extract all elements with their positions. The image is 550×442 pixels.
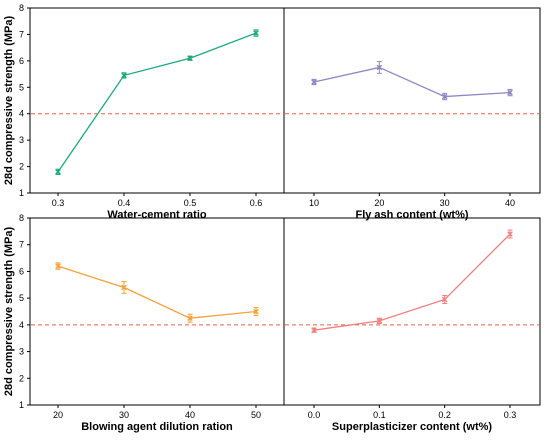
y-tick-label: 5 — [19, 293, 24, 303]
y-axis-title-row-2: 28d compressive strength (MPa) — [3, 227, 15, 397]
x-tick-label: 0.3 — [52, 198, 65, 208]
y-tick-label: 7 — [19, 240, 24, 250]
x-tick-label: 0.2 — [438, 410, 451, 420]
y-tick-label: 2 — [19, 373, 24, 383]
y-tick-label: 3 — [19, 135, 24, 145]
x-axis-title-top-left: Water-cement ratio — [107, 209, 207, 221]
panel-top-left: 1 2 3 4 5 6 7 8 0.3 0.4 0.5 0.6 Water-cement ratio — [19, 3, 283, 221]
x-tick-label: 50 — [251, 410, 261, 420]
y-tick-label: 5 — [19, 82, 24, 92]
x-tick-label: 0.1 — [373, 410, 386, 420]
data-point — [507, 231, 513, 237]
data-point — [376, 318, 383, 324]
y-tick-label: 8 — [19, 3, 24, 13]
panel-bottom-right: 0.0 0.1 0.2 0.3 Superplasticizer content (wt… — [285, 229, 539, 433]
x-tick-label: 40 — [185, 410, 195, 420]
x-tick-label: 20 — [374, 198, 384, 208]
x-axis-title-top-right: Fly ash content (wt%) — [355, 209, 468, 221]
y-tick-label: 6 — [19, 266, 24, 276]
data-point — [121, 284, 127, 291]
x-tick-label: 10 — [309, 198, 319, 208]
y-tick-label: 2 — [19, 162, 24, 172]
x-tick-label: 0.3 — [504, 410, 517, 420]
x-axis-title-bottom-left: Blowing agent dilution ration — [81, 421, 233, 433]
x-tick-label: 0.4 — [118, 198, 131, 208]
y-axis-title-row-1: 28d compressive strength (MPa) — [3, 16, 15, 186]
panel-bottom-left: 1 2 3 4 5 6 7 8 20 30 40 50 Blowing agent dilution r… — [19, 213, 283, 433]
series-line — [57, 265, 257, 319]
y-tick-label: 4 — [19, 109, 24, 119]
data-point — [187, 55, 193, 62]
series-line — [313, 66, 511, 98]
series-line — [313, 233, 511, 331]
x-tick-label: 0.6 — [250, 198, 263, 208]
data-point — [253, 308, 259, 315]
series-line — [57, 32, 257, 173]
x-axis-title-bottom-right: Superplasticizer content (wt%) — [332, 421, 492, 433]
x-tick-label: 0.5 — [184, 198, 197, 208]
x-tick-label: 30 — [440, 198, 450, 208]
y-tick-label: 4 — [19, 320, 24, 330]
data-point — [253, 30, 259, 36]
x-tick-label: 20 — [53, 410, 63, 420]
y-tick-label: 1 — [19, 400, 24, 410]
data-point — [311, 79, 317, 85]
y-tick-label: 8 — [19, 213, 24, 223]
x-tick-label: 40 — [505, 198, 515, 208]
x-tick-label: 0.0 — [308, 410, 321, 420]
data-point — [187, 315, 193, 321]
plot-frame-row-2 — [29, 217, 541, 406]
data-point — [376, 64, 383, 71]
data-point — [55, 169, 61, 175]
data-point — [311, 327, 317, 333]
data-point — [507, 89, 513, 96]
x-tick-label: 30 — [119, 410, 129, 420]
y-tick-label: 6 — [19, 56, 24, 66]
y-tick-label: 7 — [19, 29, 24, 39]
data-point — [441, 93, 448, 100]
data-point — [121, 72, 127, 79]
data-point — [55, 263, 61, 269]
data-point — [441, 296, 448, 303]
y-tick-label: 1 — [19, 188, 24, 198]
y-tick-label: 3 — [19, 347, 24, 357]
plot-frame-row-1 — [29, 7, 541, 194]
panel-top-right: 10 20 30 40 Fly ash content (wt%) — [285, 61, 539, 221]
